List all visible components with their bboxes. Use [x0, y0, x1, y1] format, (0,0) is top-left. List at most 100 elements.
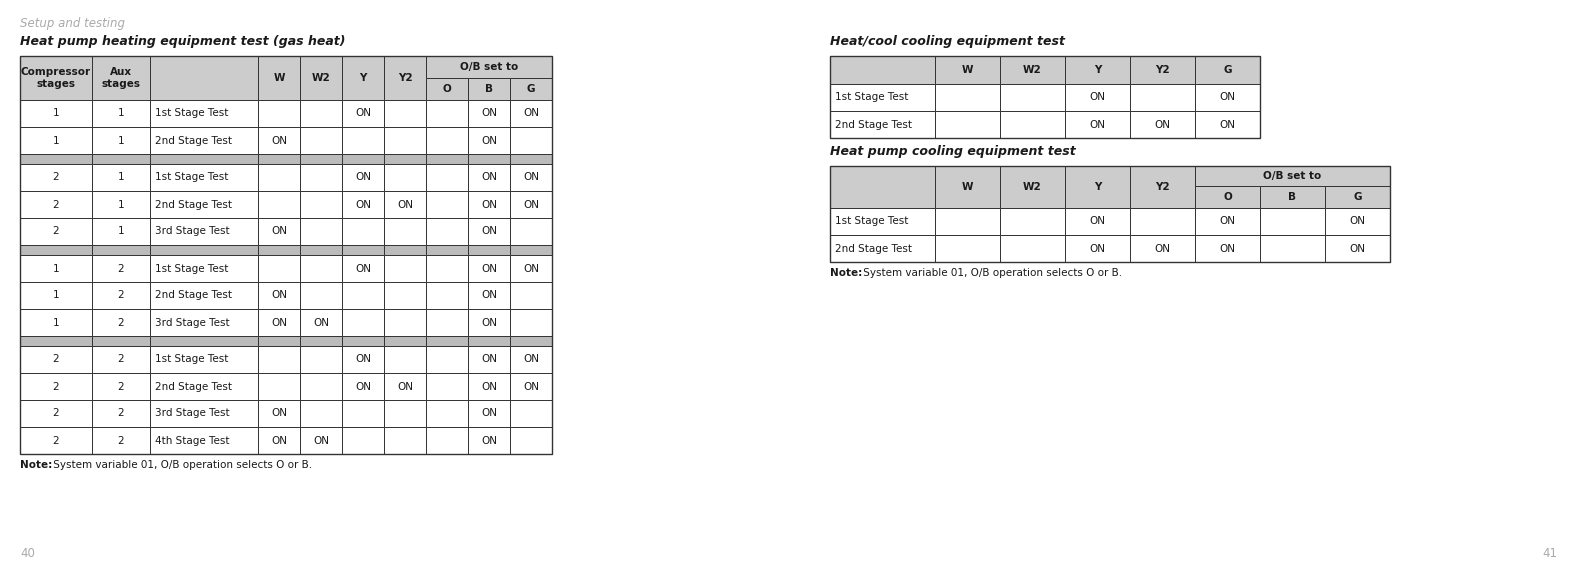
Bar: [426, 78, 468, 100]
Text: 2: 2: [53, 435, 60, 445]
Text: 2: 2: [53, 381, 60, 392]
Bar: [1130, 166, 1196, 208]
Bar: [342, 56, 383, 100]
Bar: [468, 191, 511, 218]
Bar: [426, 373, 468, 400]
Text: ON: ON: [1349, 217, 1365, 226]
Text: Heat pump cooling equipment test: Heat pump cooling equipment test: [829, 145, 1076, 158]
Bar: [20, 56, 93, 100]
Bar: [342, 164, 383, 191]
Bar: [511, 245, 551, 255]
Bar: [1196, 166, 1390, 186]
Bar: [468, 346, 511, 373]
Bar: [300, 373, 342, 400]
Bar: [300, 245, 342, 255]
Bar: [511, 373, 551, 400]
Bar: [383, 245, 426, 255]
Text: ON: ON: [355, 199, 371, 209]
Bar: [935, 111, 1001, 138]
Bar: [383, 373, 426, 400]
Text: ON: ON: [1090, 243, 1106, 254]
Bar: [258, 255, 300, 282]
Text: 1: 1: [118, 226, 124, 237]
Bar: [93, 127, 149, 154]
Bar: [468, 255, 511, 282]
Bar: [468, 282, 511, 309]
Bar: [1130, 111, 1196, 138]
Bar: [258, 309, 300, 336]
Bar: [383, 100, 426, 127]
Text: ON: ON: [355, 354, 371, 365]
Text: 2nd Stage Test: 2nd Stage Test: [836, 119, 913, 130]
Text: 1: 1: [53, 318, 60, 328]
Bar: [20, 191, 93, 218]
Text: B: B: [1288, 192, 1296, 202]
Text: 3rd Stage Test: 3rd Stage Test: [156, 409, 229, 418]
Bar: [149, 164, 258, 191]
Bar: [1196, 186, 1260, 208]
Bar: [829, 166, 935, 208]
Bar: [511, 100, 551, 127]
Bar: [149, 336, 258, 346]
Bar: [1065, 208, 1130, 235]
Bar: [300, 100, 342, 127]
Bar: [511, 400, 551, 427]
Bar: [258, 154, 300, 164]
Text: ON: ON: [523, 264, 539, 273]
Text: ON: ON: [481, 135, 496, 145]
Text: 3rd Stage Test: 3rd Stage Test: [156, 318, 229, 328]
Bar: [149, 427, 258, 454]
Bar: [426, 400, 468, 427]
Text: 1st Stage Test: 1st Stage Test: [156, 109, 228, 118]
Bar: [511, 218, 551, 245]
Text: ON: ON: [523, 199, 539, 209]
Text: W2: W2: [1023, 182, 1042, 192]
Bar: [1130, 56, 1196, 84]
Text: ON: ON: [481, 264, 496, 273]
Bar: [468, 309, 511, 336]
Bar: [511, 78, 551, 100]
Bar: [935, 208, 1001, 235]
Text: 1st Stage Test: 1st Stage Test: [836, 92, 908, 102]
Bar: [258, 427, 300, 454]
Bar: [93, 282, 149, 309]
Bar: [426, 127, 468, 154]
Bar: [511, 427, 551, 454]
Bar: [829, 235, 935, 262]
Text: 1: 1: [53, 135, 60, 145]
Bar: [1001, 111, 1065, 138]
Bar: [1001, 208, 1065, 235]
Bar: [1065, 111, 1130, 138]
Bar: [829, 56, 1260, 138]
Text: W: W: [961, 65, 974, 75]
Text: O: O: [1224, 192, 1232, 202]
Bar: [20, 346, 93, 373]
Text: ON: ON: [313, 318, 328, 328]
Bar: [258, 56, 300, 100]
Bar: [149, 127, 258, 154]
Text: 2: 2: [53, 354, 60, 365]
Bar: [93, 164, 149, 191]
Bar: [426, 336, 468, 346]
Text: ON: ON: [272, 435, 287, 445]
Bar: [511, 346, 551, 373]
Text: ON: ON: [355, 381, 371, 392]
Bar: [342, 191, 383, 218]
Text: 1st Stage Test: 1st Stage Test: [156, 173, 228, 182]
Text: ON: ON: [523, 109, 539, 118]
Text: ON: ON: [397, 381, 413, 392]
Bar: [93, 218, 149, 245]
Bar: [383, 191, 426, 218]
Bar: [20, 427, 93, 454]
Bar: [342, 373, 383, 400]
Text: 2: 2: [118, 318, 124, 328]
Text: G: G: [1224, 65, 1232, 75]
Text: ON: ON: [481, 173, 496, 182]
Text: O/B set to: O/B set to: [460, 62, 518, 72]
Bar: [468, 427, 511, 454]
Bar: [383, 164, 426, 191]
Text: 2nd Stage Test: 2nd Stage Test: [156, 381, 233, 392]
Text: O: O: [443, 84, 451, 94]
Bar: [1001, 56, 1065, 84]
Text: Y: Y: [1093, 65, 1101, 75]
